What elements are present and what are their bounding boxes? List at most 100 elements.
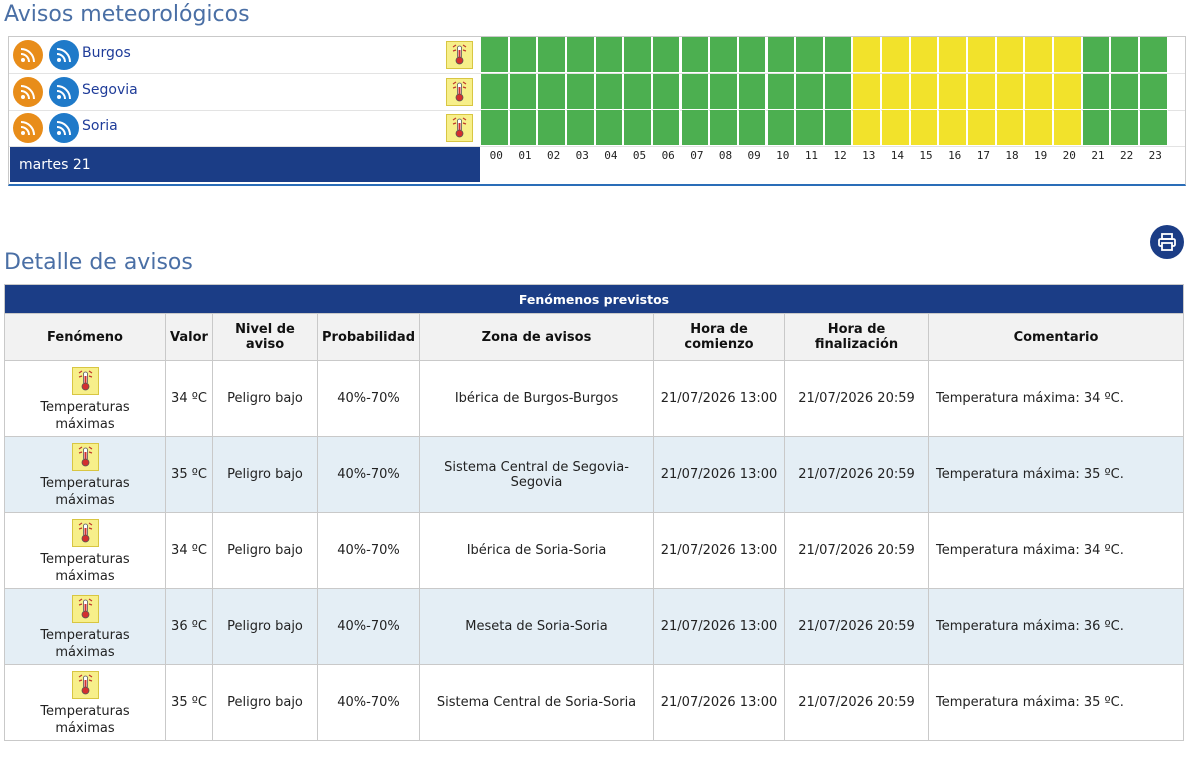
hour-cell[interactable] <box>910 73 939 110</box>
hour-cell[interactable] <box>710 37 738 73</box>
cell-comienzo: 21/07/2026 13:00 <box>653 588 786 665</box>
hour-cell[interactable] <box>767 37 796 73</box>
thermometer-icon[interactable] <box>446 41 473 69</box>
hour-cell[interactable] <box>738 73 767 110</box>
hour-cell[interactable] <box>1054 37 1082 73</box>
thermometer-icon <box>71 594 99 623</box>
hour-cell[interactable] <box>939 37 967 73</box>
hour-cell[interactable] <box>1082 37 1111 73</box>
hour-label: 21 <box>1091 149 1105 162</box>
hour-cell[interactable] <box>595 73 624 110</box>
hour-cell[interactable] <box>1025 110 1053 146</box>
region-name[interactable]: Segovia <box>82 81 138 98</box>
rss-icon[interactable] <box>13 40 43 70</box>
hour-cell[interactable] <box>824 37 853 73</box>
hour-cell[interactable] <box>1139 110 1168 146</box>
hour-cells <box>481 37 1169 73</box>
hour-cell[interactable] <box>652 73 681 110</box>
hour-cell[interactable] <box>767 110 796 146</box>
hour-cell[interactable] <box>767 73 796 110</box>
hour-cell[interactable] <box>710 110 738 146</box>
hour-cell[interactable] <box>996 73 1025 110</box>
rss-icon[interactable] <box>49 113 79 143</box>
hour-cell[interactable] <box>538 37 566 73</box>
hour-cell[interactable] <box>939 73 967 110</box>
hour-cell[interactable] <box>968 73 996 110</box>
hour-label: 00 <box>489 149 503 162</box>
hour-cell[interactable] <box>996 37 1025 73</box>
hour-cell[interactable] <box>681 110 710 146</box>
hour-cell[interactable] <box>796 37 824 73</box>
hour-cell[interactable] <box>595 37 624 73</box>
hour-cell[interactable] <box>1025 37 1053 73</box>
hour-cell[interactable] <box>882 110 910 146</box>
cell-comentario: Temperatura máxima: 36 ºC. <box>928 588 1184 665</box>
hour-cell[interactable] <box>566 110 595 146</box>
hour-cell[interactable] <box>681 73 710 110</box>
hour-cell[interactable] <box>481 110 509 146</box>
hour-cell[interactable] <box>624 110 652 146</box>
hour-cell[interactable] <box>824 110 853 146</box>
hour-label: 01 <box>518 149 532 162</box>
hour-cell[interactable] <box>538 73 566 110</box>
hour-cell[interactable] <box>509 73 538 110</box>
hour-cell[interactable] <box>882 73 910 110</box>
hour-cell[interactable] <box>566 37 595 73</box>
hour-cell[interactable] <box>968 37 996 73</box>
hour-cell[interactable] <box>624 37 652 73</box>
hour-cell[interactable] <box>1054 73 1082 110</box>
rss-icon[interactable] <box>49 76 79 107</box>
rss-icon[interactable] <box>13 76 43 107</box>
rss-icon[interactable] <box>13 113 43 143</box>
hour-cell[interactable] <box>624 73 652 110</box>
hour-cell[interactable] <box>1025 73 1053 110</box>
hour-cell[interactable] <box>481 73 509 110</box>
hour-cell[interactable] <box>853 110 882 146</box>
cell-nivel: Peligro bajo <box>212 664 318 741</box>
hour-cell[interactable] <box>509 110 538 146</box>
rss-icon[interactable] <box>49 40 79 70</box>
hour-cell[interactable] <box>481 37 509 73</box>
hour-cell[interactable] <box>910 110 939 146</box>
region-name[interactable]: Burgos <box>82 45 131 61</box>
hour-cell[interactable] <box>1139 37 1168 73</box>
hour-cell[interactable] <box>796 110 824 146</box>
header-nivel: Nivel de aviso <box>212 313 318 361</box>
hour-cell[interactable] <box>853 73 882 110</box>
hour-cell[interactable] <box>939 110 967 146</box>
hour-cell[interactable] <box>1111 110 1139 146</box>
hour-cell[interactable] <box>566 73 595 110</box>
hour-cell[interactable] <box>738 37 767 73</box>
hour-cell[interactable] <box>910 37 939 73</box>
hour-label: 13 <box>862 149 876 162</box>
thermometer-icon[interactable] <box>446 114 473 142</box>
hour-cell[interactable] <box>1139 73 1168 110</box>
hour-cell[interactable] <box>968 110 996 146</box>
hour-cell[interactable] <box>853 37 882 73</box>
region-row: Segovia <box>9 73 1185 111</box>
thermometer-icon[interactable] <box>446 77 473 106</box>
hour-cell[interactable] <box>882 37 910 73</box>
hour-cell[interactable] <box>681 37 710 73</box>
hour-cell[interactable] <box>652 37 681 73</box>
hour-cell[interactable] <box>509 37 538 73</box>
hour-cell[interactable] <box>824 73 853 110</box>
hour-cell[interactable] <box>738 110 767 146</box>
hour-cell[interactable] <box>538 110 566 146</box>
cell-probabilidad: 40%-70% <box>316 588 421 665</box>
hour-cell[interactable] <box>1082 110 1111 146</box>
hour-cell[interactable] <box>996 110 1025 146</box>
hour-label: 15 <box>919 149 933 162</box>
print-icon[interactable] <box>1150 225 1184 259</box>
hour-cell[interactable] <box>710 73 738 110</box>
hour-cell[interactable] <box>1111 37 1139 73</box>
hour-cell[interactable] <box>652 110 681 146</box>
hour-cell[interactable] <box>1111 73 1139 110</box>
hour-cell[interactable] <box>1054 110 1082 146</box>
header-valor: Valor <box>165 313 213 361</box>
hour-cell[interactable] <box>796 73 824 110</box>
cell-finalizacion: 21/07/2026 20:59 <box>784 664 930 741</box>
hour-cell[interactable] <box>595 110 624 146</box>
region-name[interactable]: Soria <box>82 118 118 134</box>
hour-cell[interactable] <box>1082 73 1111 110</box>
